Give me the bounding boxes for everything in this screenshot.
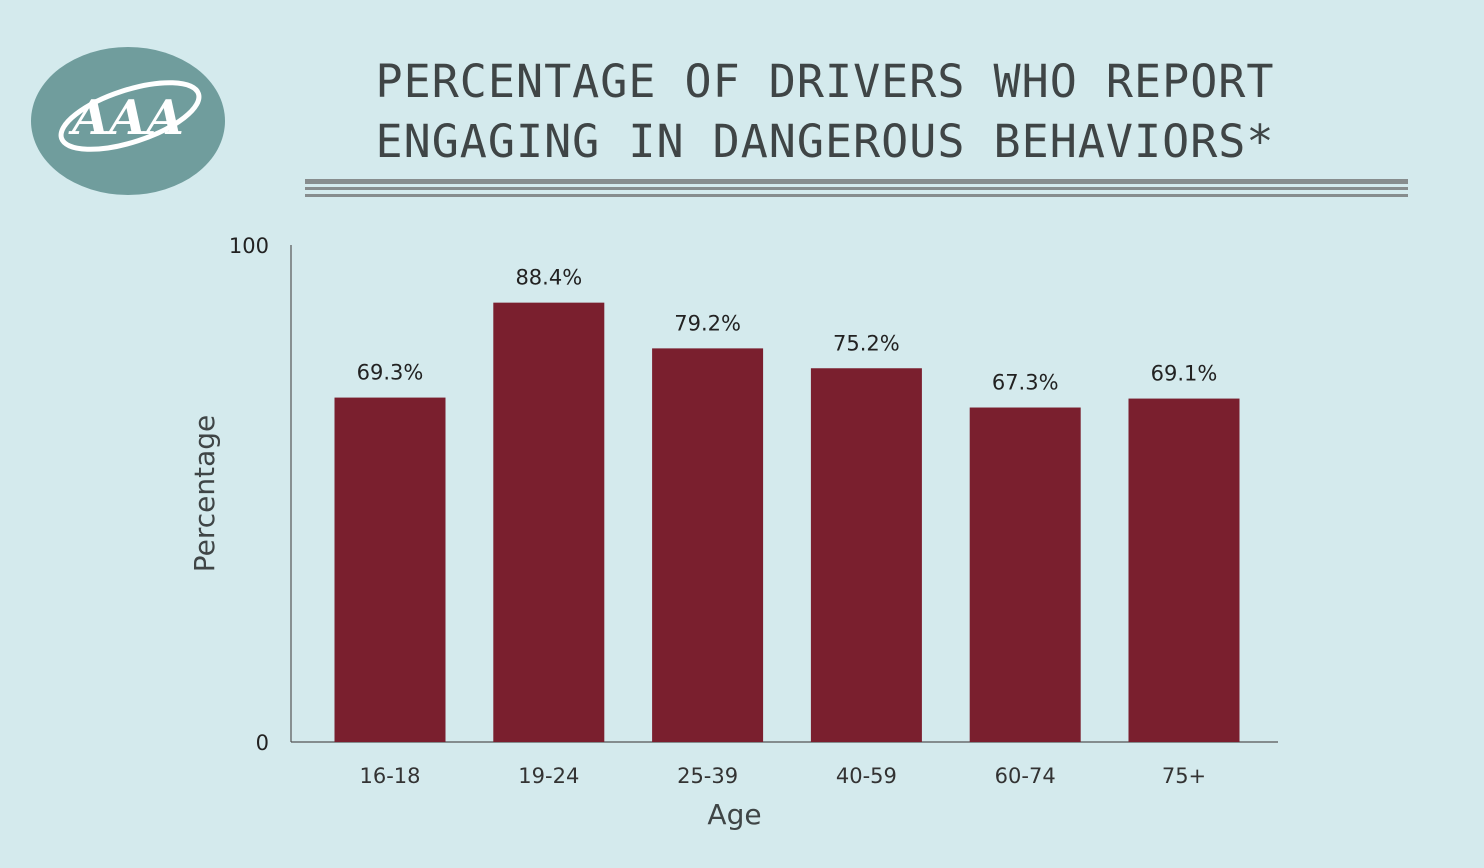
y-tick-label: 100: [229, 234, 269, 258]
bar: [810, 368, 922, 742]
x-tick-label: 60-74: [995, 764, 1056, 788]
x-tick-label: 16-18: [359, 764, 420, 788]
bar-value-label: 69.1%: [1151, 362, 1218, 386]
title-divider-thick: [305, 179, 1408, 184]
x-axis-title: Age: [707, 798, 761, 831]
x-tick-label: 19-24: [518, 764, 579, 788]
bar: [969, 407, 1081, 742]
bar: [334, 397, 446, 742]
chart-title-line-1: PERCENTAGE OF DRIVERS WHO REPORT: [375, 55, 1275, 108]
x-tick-label: 25-39: [677, 764, 738, 788]
bar-value-label: 88.4%: [515, 266, 582, 290]
bar-value-label: 75.2%: [833, 331, 900, 355]
title-divider-thin: [305, 194, 1408, 197]
x-tick-label: 75+: [1162, 764, 1206, 788]
y-tick-label: 0: [256, 731, 269, 755]
bar-value-label: 69.3%: [357, 361, 424, 385]
bar-value-label: 79.2%: [674, 311, 741, 335]
chart-title: PERCENTAGE OF DRIVERS WHO REPORT ENGAGIN…: [300, 52, 1350, 172]
x-tick-label: 40-59: [836, 764, 897, 788]
bar-value-label: 67.3%: [992, 371, 1059, 395]
bar: [493, 302, 605, 742]
y-axis-title: Percentage: [188, 415, 221, 573]
bar: [652, 348, 764, 742]
logo-text: AAA: [68, 90, 184, 146]
title-divider-mid: [305, 187, 1408, 190]
chart-title-line-2: ENGAGING IN DANGEROUS BEHAVIORS*: [375, 115, 1275, 168]
bar: [1128, 398, 1240, 742]
logo-swoosh: [58, 80, 202, 152]
aaa-logo: AAA: [31, 47, 225, 195]
